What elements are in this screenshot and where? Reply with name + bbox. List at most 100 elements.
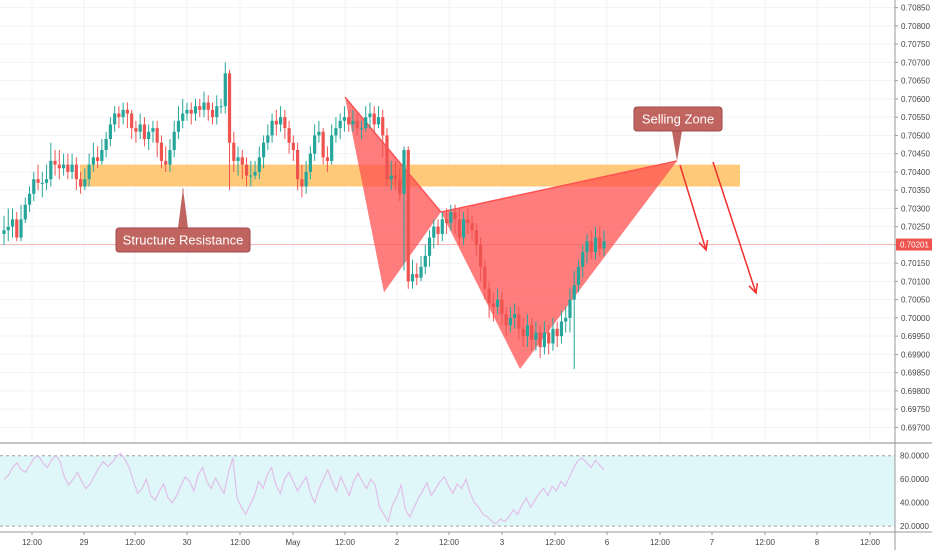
time-tick-label: 8 <box>815 538 820 547</box>
candle-body <box>308 153 312 172</box>
candle-body <box>542 332 547 348</box>
candle-body <box>338 120 342 129</box>
price-tick-label: 0.70450 <box>901 150 930 159</box>
candle-body <box>423 255 427 267</box>
candle-body <box>449 212 453 223</box>
candle-body <box>419 266 423 278</box>
candle-body <box>121 109 125 118</box>
candle-body <box>355 120 359 129</box>
candle-body <box>151 128 155 132</box>
candle-body <box>483 266 487 289</box>
candle-body <box>108 124 112 140</box>
candle-body <box>36 179 40 183</box>
candle-body <box>440 219 444 234</box>
candle-body <box>78 179 83 187</box>
candle-body <box>598 237 602 249</box>
sell-arrow-2-head <box>748 282 759 295</box>
price-tick-label: 0.70750 <box>901 40 930 49</box>
candle-body <box>538 332 542 348</box>
rsi-level-label: 40.0000 <box>900 499 929 508</box>
price-axis: 0.70850 0.70800 0.70750 0.70700 0.70650 0.706… <box>894 0 932 550</box>
price-tick-label: 0.70700 <box>901 58 930 67</box>
candle-body <box>87 164 91 180</box>
candle-body <box>547 332 551 344</box>
candle-body <box>393 175 398 180</box>
rsi-level-label: 80.0000 <box>900 452 929 461</box>
rsi-panel <box>0 442 932 527</box>
selling-zone-callout-tail <box>672 131 682 161</box>
candle-body <box>134 128 138 132</box>
candle-body <box>6 226 10 231</box>
time-tick-label: 12:00 <box>230 538 251 547</box>
candle-body <box>474 230 478 245</box>
candle-body <box>478 244 483 267</box>
candle-body <box>406 150 410 282</box>
candle-body <box>410 274 415 282</box>
candle-body <box>589 241 593 253</box>
candle-body <box>91 157 95 165</box>
price-tick-label: 0.69850 <box>901 369 930 378</box>
candle-body <box>364 117 368 129</box>
price-tick-label: 0.70000 <box>901 314 930 323</box>
candle-body <box>142 124 147 140</box>
candle-body <box>176 120 181 132</box>
candle-body <box>453 212 457 220</box>
time-tick-label: 12:00 <box>755 538 776 547</box>
candle-body <box>376 117 381 125</box>
time-tick-label: 12:00 <box>125 538 146 547</box>
candle-body <box>372 113 376 125</box>
time-tick-label: 12:00 <box>860 538 881 547</box>
candle-body <box>164 160 168 165</box>
candle-body <box>321 131 325 158</box>
structure-resistance-label: Structure Resistance <box>123 233 244 248</box>
price-tick-label: 0.69750 <box>901 405 930 414</box>
price-tick-label: 0.70800 <box>901 22 930 31</box>
candle-body <box>517 314 521 329</box>
price-tick-label: 0.70650 <box>901 77 930 86</box>
pattern-leg-bd <box>440 160 678 213</box>
candle-body <box>402 150 406 194</box>
candle-body <box>117 113 121 118</box>
candle-body <box>283 117 287 129</box>
time-tick-label: 30 <box>183 538 192 547</box>
candle-body <box>168 150 172 165</box>
candle-body <box>534 332 538 340</box>
candle-body <box>559 321 564 337</box>
candle-body <box>257 157 261 172</box>
candle-body <box>466 219 470 223</box>
time-axis: 12:00 29 12:00 30 12:00 May 12:00 2 12:00 3 12:00 6… <box>0 531 932 547</box>
candle-body <box>70 164 74 172</box>
candle-body <box>330 135 334 161</box>
candle-body <box>313 135 317 154</box>
price-tick-label: 0.69800 <box>901 387 930 396</box>
candle-body <box>19 219 23 238</box>
price-tick-label: 0.70850 <box>901 4 930 13</box>
candle-body <box>572 285 576 300</box>
candle-body <box>444 219 449 223</box>
candle-body <box>113 113 117 125</box>
candle-body <box>436 226 440 234</box>
time-tick-label: 7 <box>710 538 715 547</box>
candle-body <box>317 131 321 136</box>
candle-body <box>274 120 278 125</box>
price-tick-label: 0.69950 <box>901 332 930 341</box>
candle-body <box>530 325 534 340</box>
rsi-level-label: 60.0000 <box>900 475 929 484</box>
harmonic-pattern-layer <box>344 96 678 369</box>
candle-body <box>83 179 87 187</box>
candle-body <box>389 175 393 180</box>
candle-body <box>236 157 240 161</box>
candle-body <box>181 113 185 121</box>
candle-body <box>593 237 598 253</box>
price-tick-label: 0.70500 <box>901 131 930 140</box>
time-tick-label: 12:00 <box>22 538 43 547</box>
price-tick-label: 0.70050 <box>901 296 930 305</box>
annotations-layer: Structure Resistance Selling Zone <box>115 106 759 295</box>
time-tick-label: 12:00 <box>439 538 460 547</box>
candle-body <box>325 157 330 161</box>
time-tick-label: 6 <box>605 538 610 547</box>
candle-body <box>500 299 504 315</box>
candle-body <box>585 241 589 253</box>
price-tick-label: 0.70600 <box>901 95 930 104</box>
